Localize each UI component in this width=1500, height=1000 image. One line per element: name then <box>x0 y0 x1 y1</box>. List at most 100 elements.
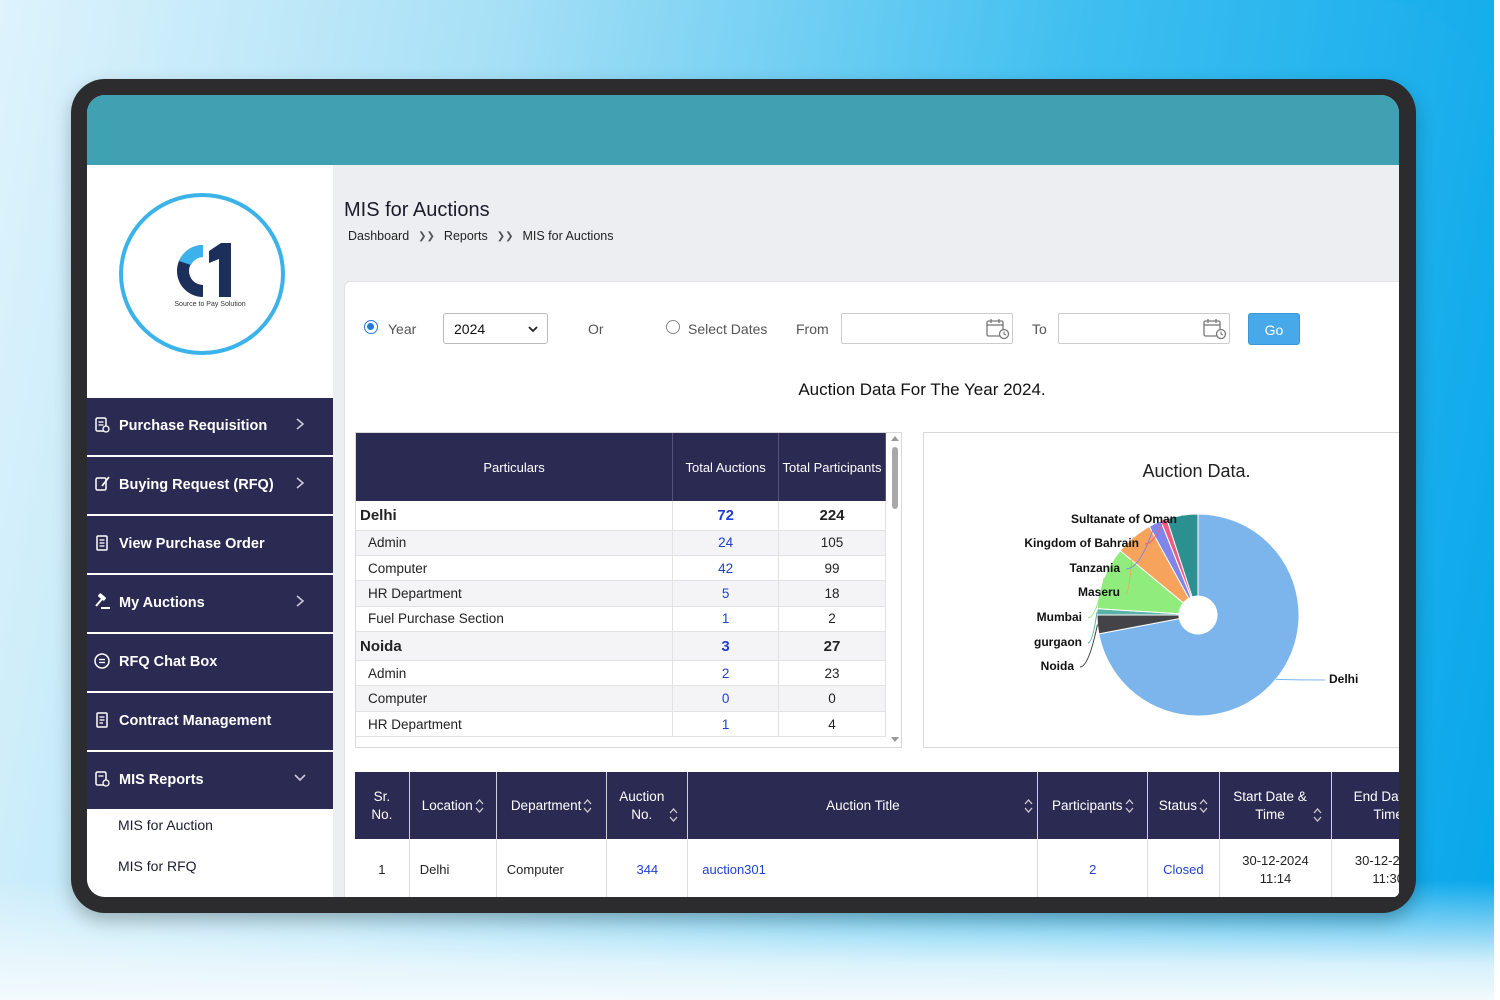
cell-auctions-link[interactable]: 24 <box>672 530 780 556</box>
pie-connector <box>1079 624 1098 668</box>
cell-auctions-link[interactable]: 5 <box>672 580 780 607</box>
sidebar-item-contract-management[interactable]: Contract Management <box>87 693 333 750</box>
summary-table: Particulars Total Auctions Total Partici… <box>356 433 886 738</box>
column-header-auction-title[interactable]: Auction Title <box>687 772 1039 839</box>
summary-scrollbar[interactable] <box>888 433 902 747</box>
scroll-down-icon[interactable] <box>888 735 902 745</box>
pie-connector <box>1087 577 1105 619</box>
column-header-auction-no[interactable]: Auction No. <box>606 772 689 839</box>
chart-container: Auction Data. Delhi Noida gurgaon Mumbai Mas… <box>923 432 1399 748</box>
summary-table-container[interactable]: Particulars Total Auctions Total Partici… <box>355 432 902 748</box>
cell-auction-title-link[interactable]: auction301 <box>687 839 1039 897</box>
cell-auctions-link[interactable]: 1 <box>672 606 780 633</box>
cell-particular: Computer <box>356 555 674 582</box>
select-dates-radio[interactable] <box>666 320 680 334</box>
pie-label-sultanate-of-oman: Sultanate of Oman <box>1070 512 1177 526</box>
column-header-start-date[interactable]: Start Date & Time <box>1219 772 1333 839</box>
cell-participants: 2 <box>778 606 886 633</box>
cell-status-link[interactable]: Closed <box>1147 839 1220 897</box>
pie-connector <box>1275 678 1326 681</box>
cell-auctions-link[interactable]: 2 <box>672 660 780 687</box>
cell-auction-no-link[interactable]: 344 <box>606 839 689 897</box>
contract-icon <box>96 712 108 728</box>
scroll-up-icon[interactable] <box>888 433 902 443</box>
cell-auctions-link[interactable]: 1 <box>672 711 780 738</box>
column-header-total-auctions: Total Auctions <box>672 433 780 501</box>
year-radio[interactable] <box>364 320 378 334</box>
pie-connector <box>1181 515 1184 521</box>
scrollbar-thumb[interactable] <box>892 447 898 509</box>
c1-logo-icon <box>177 243 231 297</box>
column-header-department[interactable]: Department <box>496 772 608 839</box>
calendar-icon[interactable] <box>986 318 1010 340</box>
to-date-input[interactable] <box>1058 313 1230 344</box>
column-header-status[interactable]: Status <box>1147 772 1220 839</box>
cell-participants: 105 <box>778 530 886 556</box>
pie-slice-sultanate-of-oman[interactable] <box>1166 513 1199 598</box>
column-header-total-participants: Total Participants <box>778 433 886 501</box>
chevron-right-icon <box>296 418 305 430</box>
cell-auctions-link[interactable]: 0 <box>672 685 780 712</box>
gavel-icon <box>95 593 110 609</box>
summary-heading: Auction Data For The Year 2024. <box>798 380 1046 399</box>
chevron-down-icon <box>528 326 538 333</box>
report-panel: Year 2024 Or Select Dates From To Go Auc… <box>344 281 1399 897</box>
sidebar-item-label: Contract Management <box>119 713 272 729</box>
detail-table-container[interactable]: Sr. No. Location Department Auction No. … <box>355 772 1399 897</box>
table-row: Fuel Purchase Section 1 2 <box>356 606 886 633</box>
column-header-participants[interactable]: Participants <box>1037 772 1149 839</box>
sort-icon[interactable] <box>475 798 484 814</box>
logo[interactable]: Source to Pay Solution <box>119 193 285 355</box>
table-row-group: Delhi 72 224 <box>356 501 886 531</box>
from-date-input[interactable] <box>841 313 1013 344</box>
year-label: Year <box>388 321 417 337</box>
sidebar-item-view-purchase-order[interactable]: View Purchase Order <box>87 516 333 573</box>
pie-connector <box>1125 537 1135 594</box>
pie-connector <box>1087 611 1098 644</box>
chevron-right-icon <box>296 477 305 489</box>
sort-icon[interactable] <box>1024 798 1033 814</box>
cell-participants-link[interactable]: 2 <box>1037 839 1149 897</box>
sort-icon[interactable] <box>1313 807 1322 823</box>
chevron-down-icon <box>294 774 306 782</box>
year-select[interactable]: 2024 <box>443 313 548 344</box>
table-row[interactable]: 1 Delhi Computer 344 auction301 2 Closed… <box>355 839 1399 897</box>
sidebar-subitem-mis-for-auction[interactable]: MIS for Auction <box>118 817 213 833</box>
sort-icon[interactable] <box>583 798 592 814</box>
pie-slice-delhi[interactable] <box>1098 513 1300 717</box>
sidebar-item-label: MIS Reports <box>119 772 204 788</box>
cell-department: Computer <box>496 839 608 897</box>
sidebar-item-rfq-chat-box[interactable]: RFQ Chat Box <box>87 634 333 691</box>
column-header-label: End Date & Time <box>1353 788 1399 822</box>
sidebar-item-mis-reports[interactable]: MIS Reports <box>87 752 333 809</box>
cell-auctions-link[interactable]: 42 <box>672 555 780 582</box>
pie-label-noida: Noida <box>1040 659 1074 673</box>
column-header-location[interactable]: Location <box>409 772 497 839</box>
breadcrumb-reports[interactable]: Reports <box>443 229 488 243</box>
go-button[interactable]: Go <box>1248 313 1300 345</box>
sidebar-item-buying-request[interactable]: Buying Request (RFQ) <box>87 457 333 514</box>
table-row-group: Noida 3 27 <box>356 631 886 662</box>
sort-icon[interactable] <box>669 807 678 823</box>
table-row: HR Department 5 18 <box>356 580 886 607</box>
cell-particular: Admin <box>356 660 674 687</box>
column-header-end-date[interactable]: End Date & Time <box>1331 772 1399 839</box>
sidebar-item-purchase-requisition[interactable]: Purchase Requisition <box>87 398 333 455</box>
cell-participants: 99 <box>778 555 886 582</box>
sort-icon[interactable] <box>1199 798 1208 814</box>
pie-chart <box>1079 513 1326 717</box>
cell-start-date: 30-12-2024 11:14 <box>1219 839 1333 897</box>
column-header-label: Sr. No. <box>371 788 393 822</box>
cell-auctions-link[interactable]: 72 <box>672 501 780 531</box>
column-header-label: Department <box>510 797 582 813</box>
column-header-label: Location <box>421 797 473 813</box>
sidebar-item-my-auctions[interactable]: My Auctions <box>87 575 333 632</box>
sort-icon[interactable] <box>1125 798 1134 814</box>
cell-auctions-link[interactable]: 3 <box>672 631 780 662</box>
calendar-icon[interactable] <box>1203 318 1227 340</box>
breadcrumb-current: MIS for Auctions <box>522 229 614 243</box>
table-row: Admin 24 105 <box>356 530 886 556</box>
pie-label-tanzania: Tanzania <box>1069 561 1120 575</box>
breadcrumb-dashboard[interactable]: Dashboard <box>348 229 410 243</box>
sidebar-subitem-mis-for-rfq[interactable]: MIS for RFQ <box>118 858 197 874</box>
